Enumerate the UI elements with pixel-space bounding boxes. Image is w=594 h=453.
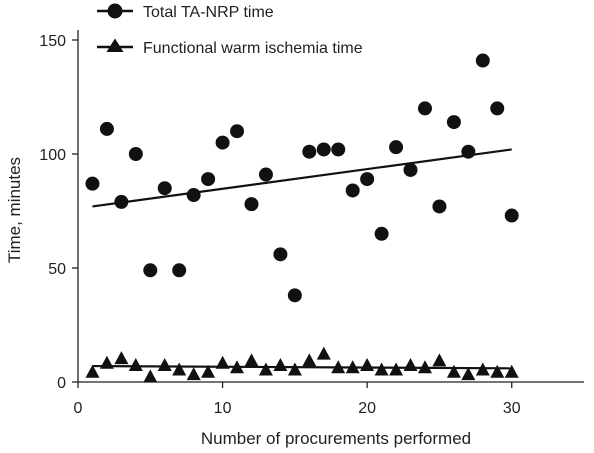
point-total-11 bbox=[230, 124, 245, 139]
ticks: 0 50 100 150 0 10 20 30 bbox=[39, 33, 520, 417]
point-fwit-15 bbox=[287, 362, 302, 376]
point-total-27 bbox=[461, 144, 476, 159]
point-total-10 bbox=[215, 135, 230, 150]
x-tick-label-30: 30 bbox=[503, 400, 521, 417]
point-total-25 bbox=[432, 199, 447, 214]
point-total-3 bbox=[114, 194, 129, 209]
y-tick-label-0: 0 bbox=[57, 375, 66, 392]
point-total-15 bbox=[287, 288, 302, 303]
x-tick-label-0: 0 bbox=[74, 400, 83, 417]
y-axis-label: Time, minutes bbox=[5, 157, 24, 263]
y-tick-label-50: 50 bbox=[48, 261, 66, 278]
point-fwit-14 bbox=[273, 358, 288, 371]
point-fwit-23 bbox=[403, 358, 418, 371]
point-total-17 bbox=[316, 142, 331, 157]
point-fwit-17 bbox=[316, 346, 331, 360]
point-fwit-27 bbox=[461, 367, 476, 381]
point-total-28 bbox=[475, 53, 490, 68]
point-total-6 bbox=[157, 181, 172, 196]
point-fwit-18 bbox=[331, 360, 346, 374]
point-fwit-26 bbox=[446, 364, 461, 378]
point-total-12 bbox=[244, 197, 259, 212]
point-fwit-1 bbox=[85, 364, 100, 378]
data-points bbox=[85, 53, 519, 383]
point-fwit-8 bbox=[186, 367, 201, 381]
point-fwit-12 bbox=[244, 353, 259, 367]
point-fwit-19 bbox=[345, 360, 360, 374]
point-fwit-24 bbox=[418, 360, 432, 374]
point-total-21 bbox=[374, 226, 389, 241]
axes bbox=[77, 30, 584, 383]
point-fwit-7 bbox=[172, 362, 187, 376]
point-total-22 bbox=[389, 140, 404, 155]
trendline-series-1 bbox=[92, 364, 512, 370]
legend: Total TA-NRP time Functional warm ischem… bbox=[97, 3, 363, 57]
y-tick-label-150: 150 bbox=[39, 33, 66, 50]
point-total-26 bbox=[446, 115, 461, 130]
point-total-1 bbox=[85, 176, 100, 191]
trendlines bbox=[92, 148, 512, 370]
point-fwit-9 bbox=[201, 364, 216, 378]
point-total-16 bbox=[302, 144, 317, 159]
legend-label-total-ta-nrp-time: Total TA-NRP time bbox=[143, 4, 274, 21]
point-total-29 bbox=[490, 101, 505, 116]
point-fwit-3 bbox=[114, 351, 129, 365]
point-total-14 bbox=[273, 247, 288, 262]
point-fwit-30 bbox=[504, 364, 519, 378]
point-fwit-29 bbox=[490, 364, 505, 378]
point-fwit-2 bbox=[99, 355, 114, 369]
point-total-4 bbox=[128, 147, 143, 161]
point-fwit-25 bbox=[432, 353, 447, 367]
point-total-8 bbox=[186, 188, 201, 203]
point-fwit-4 bbox=[128, 358, 143, 371]
point-total-9 bbox=[201, 172, 216, 187]
point-total-23 bbox=[403, 162, 418, 177]
x-tick-label-20: 20 bbox=[358, 400, 376, 417]
point-fwit-20 bbox=[360, 358, 375, 371]
point-total-19 bbox=[345, 183, 360, 198]
point-total-30 bbox=[504, 208, 519, 223]
legend-entry-total-ta-nrp-time: Total TA-NRP time bbox=[97, 3, 274, 21]
point-fwit-13 bbox=[258, 362, 273, 376]
point-fwit-5 bbox=[143, 369, 158, 383]
point-fwit-11 bbox=[230, 360, 244, 374]
point-fwit-22 bbox=[389, 362, 404, 376]
point-fwit-10 bbox=[215, 355, 230, 369]
point-fwit-28 bbox=[475, 362, 490, 376]
point-fwit-21 bbox=[374, 362, 389, 376]
point-total-7 bbox=[172, 263, 187, 278]
legend-entry-functional-warm-ischemia-time: Functional warm ischemia time bbox=[97, 38, 363, 57]
point-fwit-16 bbox=[302, 353, 317, 367]
point-total-20 bbox=[360, 172, 375, 187]
legend-marker-circle bbox=[107, 3, 123, 19]
legend-marker-triangle bbox=[106, 38, 124, 52]
trendline-series-0 bbox=[92, 148, 512, 208]
point-total-13 bbox=[258, 167, 273, 182]
x-tick-label-10: 10 bbox=[214, 400, 232, 417]
x-axis-label: Number of procurements performed bbox=[201, 429, 471, 448]
point-total-24 bbox=[417, 101, 432, 116]
point-total-5 bbox=[143, 263, 158, 278]
point-total-18 bbox=[331, 142, 346, 157]
point-fwit-6 bbox=[157, 358, 172, 371]
point-total-2 bbox=[99, 121, 114, 136]
y-tick-label-100: 100 bbox=[39, 147, 66, 164]
legend-label-functional-warm-ischemia-time: Functional warm ischemia time bbox=[143, 40, 363, 57]
